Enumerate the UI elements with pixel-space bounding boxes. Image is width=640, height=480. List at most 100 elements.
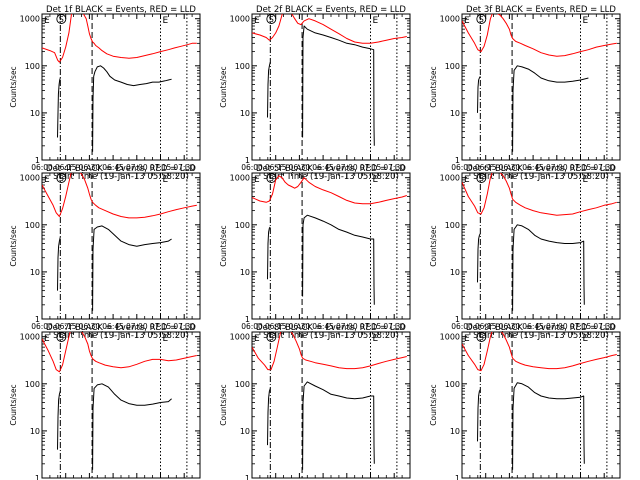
s-marker-circle [56, 332, 67, 342]
y-tick-label: 10 [450, 427, 460, 436]
x-tick-label: 07:00 [126, 163, 148, 172]
series-lld-line [252, 14, 407, 44]
panel-det-1: Det 1f BLACK = Events, RED = LLD 1 10 100 10… [9, 5, 201, 182]
y-tick-label: 100 [445, 221, 460, 230]
series-events-line [267, 388, 271, 446]
series-lld-line [462, 14, 617, 57]
series-events-line [92, 65, 172, 152]
start-marker-label: E [254, 334, 260, 344]
y-tick-label: 100 [25, 380, 40, 389]
plot-area [252, 14, 407, 146]
series-events-line [92, 225, 172, 311]
s-marker-circle [476, 173, 487, 183]
y-tick-label: 1 [455, 474, 460, 480]
x-tick-label: 06:00 [451, 163, 473, 172]
y-tick-label: 1000 [230, 15, 250, 24]
y-tick-label: 1000 [440, 174, 460, 183]
x-tick-label: 07:15 [150, 322, 172, 331]
y-axis-label: Counts/sec [219, 225, 228, 266]
plot-area [42, 173, 197, 311]
s-marker-label: S [269, 174, 274, 183]
panel-title: Det 7f BLACK = Events, RED = LLD [46, 323, 196, 333]
y-tick-label: 10 [240, 427, 250, 436]
series-lld-line [42, 14, 197, 63]
x-tick-label: 07:00 [546, 163, 568, 172]
y-tick-label: 10 [240, 268, 250, 277]
x-tick-label: 06:30 [289, 163, 311, 172]
panel-title: Det 4f BLACK = Events, RED = LLD [46, 164, 196, 174]
y-tick-label: 1000 [20, 15, 40, 24]
x-tick-label: 07:30 [593, 163, 615, 172]
panel-det-7: Det 7f BLACK = Events, RED = LLD 1 10 100 10… [9, 323, 201, 480]
x-tick-label: 07:15 [360, 163, 382, 172]
end-marker-label: E [163, 334, 169, 344]
start-marker-label: E [464, 175, 470, 185]
plot-area [252, 332, 407, 470]
x-tick-label: 06:00 [31, 163, 53, 172]
x-tick-label: 06:45 [102, 163, 124, 172]
x-tick-label: 06:45 [312, 322, 334, 331]
series-events-line [512, 224, 585, 311]
y-tick-label: 10 [30, 109, 40, 118]
y-tick-label: 10 [450, 268, 460, 277]
x-tick-label: 06:15 [475, 322, 497, 331]
s-marker-label: S [479, 174, 484, 183]
x-tick-label: 06:00 [451, 322, 473, 331]
y-axis-label: Counts/sec [9, 384, 18, 425]
y-tick-label: 10 [30, 427, 40, 436]
series-events-line [267, 61, 271, 118]
end-marker-label: E [163, 175, 169, 185]
x-axis-label: Start Time (19-Jan-13 05:58:20) [473, 172, 609, 182]
y-axis-label: Counts/sec [429, 66, 438, 107]
y-tick-label: 1 [245, 315, 250, 324]
x-axis-label: Start Time (19-Jan-13 05:58:20) [263, 172, 399, 182]
plot-frame [41, 331, 201, 479]
y-axis-label: Counts/sec [9, 225, 18, 266]
x-tick-label: 07:15 [360, 322, 382, 331]
s-marker-label: S [269, 15, 274, 24]
y-axis-label: Counts/sec [429, 384, 438, 425]
series-events-line [57, 77, 61, 138]
plot-frame [461, 172, 621, 320]
y-tick-label: 100 [445, 380, 460, 389]
y-tick-label: 1000 [20, 333, 40, 342]
x-tick-label: 07:30 [383, 163, 405, 172]
plot-frame [251, 13, 411, 161]
start-marker-label: E [254, 175, 260, 185]
y-axis-label: Counts/sec [9, 66, 18, 107]
x-tick-label: 06:45 [522, 322, 544, 331]
panel-title: Det 9f BLACK = Events, RED = LLD [466, 323, 616, 333]
x-tick-label: 07:30 [173, 322, 195, 331]
x-tick-label: 07:00 [546, 322, 568, 331]
y-tick-label: 1000 [440, 333, 460, 342]
series-lld-line [42, 173, 197, 219]
panel-title: Det 3f BLACK = Events, RED = LLD [466, 5, 616, 15]
y-tick-label: 1000 [230, 174, 250, 183]
x-tick-label: 07:00 [336, 163, 358, 172]
x-tick-label: 06:15 [55, 322, 77, 331]
x-tick-label: 06:30 [79, 322, 101, 331]
series-lld-line [462, 173, 617, 216]
x-tick-label: 06:45 [312, 163, 334, 172]
y-tick-label: 100 [25, 62, 40, 71]
plot-area [462, 332, 617, 470]
s-marker-circle [266, 173, 277, 183]
start-marker-label: E [464, 16, 470, 26]
panel-det-5: Det 5f BLACK = Events, RED = LLD 1 10 100 10… [219, 164, 411, 341]
y-tick-label: 10 [450, 109, 460, 118]
y-axis-label: Counts/sec [219, 384, 228, 425]
x-tick-label: 06:30 [499, 163, 521, 172]
plot-frame [41, 13, 201, 161]
s-marker-label: S [59, 174, 64, 183]
start-marker-label: E [464, 334, 470, 344]
series-events-line [57, 236, 61, 291]
end-marker-label: E [373, 334, 379, 344]
series-events-line [477, 76, 481, 113]
s-marker-label: S [269, 333, 274, 342]
y-tick-label: 100 [445, 62, 460, 71]
y-tick-label: 1 [455, 156, 460, 165]
s-marker-label: S [479, 15, 484, 24]
x-tick-label: 06:45 [522, 163, 544, 172]
x-tick-label: 06:15 [265, 322, 287, 331]
start-marker-label: E [44, 334, 50, 344]
